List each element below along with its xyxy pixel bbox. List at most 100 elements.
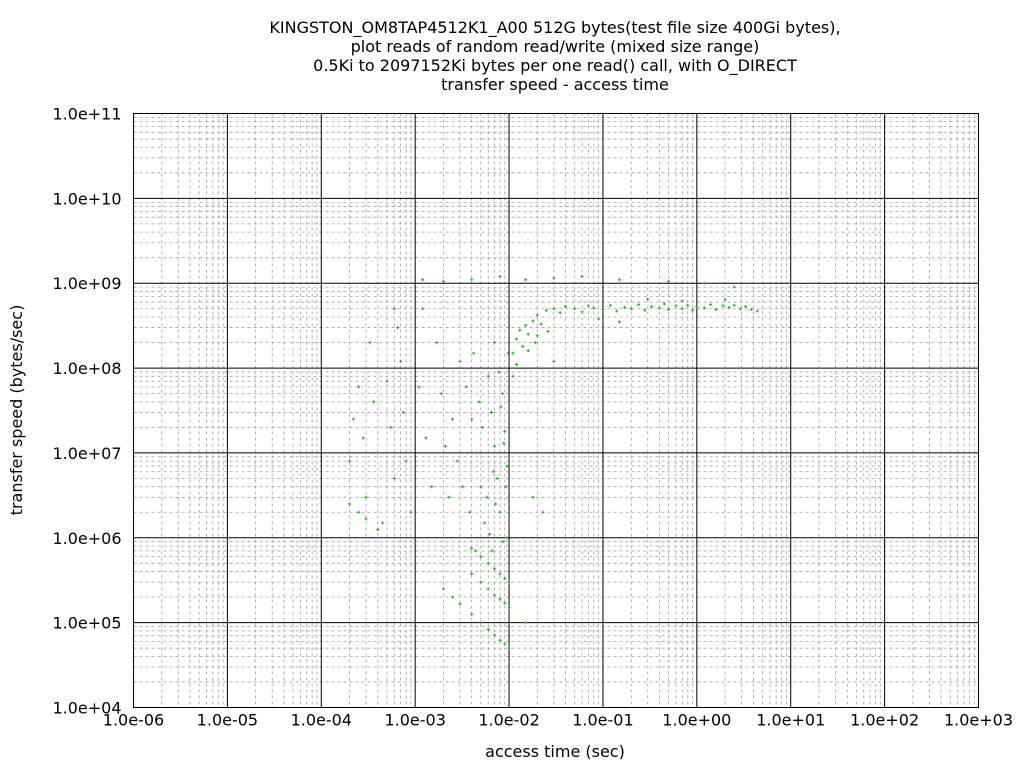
data-point xyxy=(468,510,472,514)
x-tick-label: 1.0e-02 xyxy=(478,711,539,730)
x-tick-label: 1.0e-03 xyxy=(384,711,445,730)
data-point xyxy=(421,278,425,282)
data-point xyxy=(680,307,684,311)
data-point xyxy=(392,476,396,480)
y-tick-label: 1.0e+09 xyxy=(52,274,121,293)
data-point xyxy=(514,337,518,341)
data-point xyxy=(470,612,474,616)
data-point xyxy=(727,305,731,309)
data-point xyxy=(500,392,504,396)
y-tick-label: 1.0e+08 xyxy=(52,359,121,378)
data-point xyxy=(485,495,489,499)
data-point xyxy=(404,459,408,463)
data-point xyxy=(524,323,528,327)
data-point xyxy=(514,363,518,367)
data-point xyxy=(447,495,451,499)
data-point xyxy=(417,385,421,389)
data-point xyxy=(646,297,650,301)
data-point xyxy=(738,307,742,311)
data-point xyxy=(479,580,483,584)
data-point xyxy=(541,510,545,514)
data-point xyxy=(674,304,678,308)
y-tick-label: 1.0e+04 xyxy=(52,699,121,718)
data-point xyxy=(680,299,684,303)
data-point xyxy=(586,304,590,308)
data-point xyxy=(498,274,502,278)
x-tick-label: 1.0e+01 xyxy=(756,711,825,730)
chart-title-line-4: transfer speed - access time xyxy=(441,75,669,94)
data-point xyxy=(443,444,447,448)
data-point xyxy=(493,633,497,637)
data-point xyxy=(389,425,393,429)
x-tick-label: 1.0e+00 xyxy=(662,711,731,730)
data-point xyxy=(486,628,490,632)
data-point xyxy=(503,642,507,646)
data-point xyxy=(723,298,727,302)
data-point xyxy=(564,305,568,309)
x-tick-label: 1.0e-05 xyxy=(197,711,258,730)
data-point xyxy=(351,417,355,421)
data-point xyxy=(480,425,484,429)
data-point xyxy=(479,485,483,489)
data-point xyxy=(401,410,405,414)
data-point xyxy=(489,410,493,414)
data-point xyxy=(461,485,465,489)
data-point xyxy=(755,309,759,313)
grid xyxy=(133,113,979,708)
data-point xyxy=(479,621,483,625)
data-point xyxy=(657,306,661,310)
data-point xyxy=(533,341,537,345)
data-point xyxy=(470,417,474,421)
data-point xyxy=(702,306,706,310)
data-point xyxy=(617,278,621,282)
data-point xyxy=(629,307,633,311)
data-point xyxy=(439,392,443,396)
data-point xyxy=(381,521,385,525)
data-point xyxy=(524,278,528,282)
data-point xyxy=(702,281,706,285)
data-point xyxy=(348,459,352,463)
data-point xyxy=(498,572,502,576)
data-point xyxy=(503,577,507,581)
data-point xyxy=(662,302,666,306)
data-point xyxy=(749,308,753,312)
data-point xyxy=(494,502,498,506)
data-point xyxy=(686,303,690,307)
data-point xyxy=(495,476,499,480)
data-point xyxy=(470,278,474,282)
data-point xyxy=(637,303,641,307)
data-point xyxy=(493,593,497,597)
y-tick-label: 1.0e+05 xyxy=(52,614,121,633)
data-point xyxy=(650,305,654,309)
data-point xyxy=(498,638,502,642)
y-tick-label: 1.0e+07 xyxy=(52,444,121,463)
data-point xyxy=(409,510,413,514)
data-point xyxy=(597,317,601,321)
data-point xyxy=(486,561,490,565)
data-point xyxy=(490,549,494,553)
y-tick-label: 1.0e+10 xyxy=(52,189,121,208)
data-point xyxy=(558,311,562,315)
data-point xyxy=(623,305,627,309)
data-point xyxy=(451,417,455,421)
data-point xyxy=(592,306,596,310)
y-tick-label: 1.0e+06 xyxy=(52,529,121,548)
data-point xyxy=(497,370,501,374)
x-tick-labels: 1.0e-06 1.0e-05 1.0e-04 1.0e-03 1.0e-02 1.0e-… xyxy=(103,711,1013,730)
data-point xyxy=(464,385,468,389)
data-point xyxy=(732,303,736,307)
data-point xyxy=(552,307,556,311)
data-point xyxy=(498,510,502,514)
data-point xyxy=(552,276,556,280)
data-point xyxy=(348,502,352,506)
data-point xyxy=(499,405,503,409)
data-point xyxy=(357,385,361,389)
data-point xyxy=(364,517,368,521)
data-point xyxy=(493,341,497,345)
data-point xyxy=(511,351,515,355)
data-point xyxy=(503,429,507,433)
data-point xyxy=(531,495,535,499)
data-point xyxy=(493,567,497,571)
data-point xyxy=(493,444,497,448)
data-point xyxy=(455,459,459,463)
